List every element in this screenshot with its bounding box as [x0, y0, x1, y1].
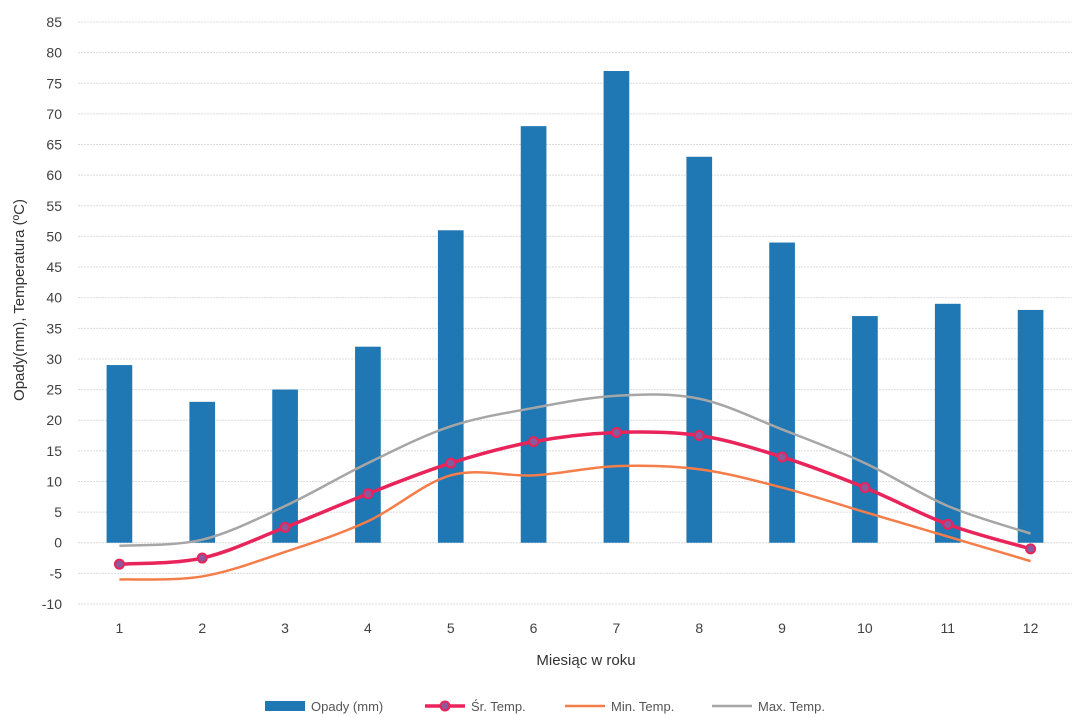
legend-swatch: [265, 701, 305, 711]
y-tick-label: 85: [46, 14, 62, 30]
temperature-line: [119, 393, 1031, 548]
precipitation-bar: [686, 156, 713, 543]
y-tick-label: 75: [46, 75, 62, 91]
precipitation-bar: [437, 230, 464, 543]
y-tick-label: 70: [46, 106, 62, 122]
y-tick-label: 15: [46, 443, 62, 459]
temperature-lines: [113, 393, 1037, 581]
precipitation-bar: [520, 126, 547, 543]
precipitation-bar: [272, 389, 298, 543]
temperature-point: [776, 451, 788, 463]
precipitation-bar: [1017, 309, 1044, 543]
x-tick-label: 8: [695, 620, 703, 636]
y-tick-label: 25: [46, 382, 62, 398]
y-tick-label: 80: [46, 45, 62, 61]
precipitation-bar: [769, 242, 795, 543]
y-tick-label: 55: [46, 198, 62, 214]
temperature-point: [942, 518, 954, 530]
temperature-point: [528, 436, 540, 448]
y-axis-title: Opady(mm), Temperatura (ºC): [11, 199, 28, 401]
temperature-point: [113, 558, 125, 570]
x-tick-label: 10: [857, 620, 873, 636]
temperature-line: [119, 430, 1032, 566]
y-tick-label: 50: [46, 228, 62, 244]
y-tick-label: -5: [50, 565, 63, 581]
x-axis-title: Miesiąc w roku: [536, 652, 635, 669]
x-tick-label: 9: [778, 620, 786, 636]
y-tick-label: 65: [46, 137, 62, 153]
legend-label: Max. Temp.: [758, 699, 825, 714]
legend-label: Min. Temp.: [611, 699, 674, 714]
y-tick-label: 45: [46, 259, 62, 275]
y-tick-label: 20: [46, 412, 62, 428]
temperature-point: [610, 426, 622, 438]
y-tick-label: 40: [46, 290, 62, 306]
temperature-point: [362, 488, 374, 500]
x-tick-label: 7: [613, 620, 621, 636]
y-tick-label: 5: [54, 504, 62, 520]
precipitation-bars: [106, 71, 1044, 543]
temperature-point: [859, 482, 871, 494]
precipitation-bar: [189, 401, 216, 543]
x-tick-label: 3: [281, 620, 289, 636]
x-tick-label: 4: [364, 620, 372, 636]
precipitation-bar: [106, 365, 133, 543]
legend-label: Śr. Temp.: [471, 699, 526, 714]
temperature-point: [693, 430, 705, 442]
temperature-line: [119, 464, 1031, 581]
legend: Opady (mm) Śr. Temp. Min. Temp. Max. Temp.: [265, 699, 825, 714]
temperature-point: [445, 457, 457, 469]
gridlines: [78, 21, 1072, 605]
precipitation-bar: [603, 71, 630, 543]
y-axis-ticks: -10 -5 0 5 10 15 20 25 30 35 40 45 50 55 60 65 70 75 80 85: [42, 14, 62, 612]
temperature-point: [279, 521, 291, 533]
temperature-point: [1025, 543, 1037, 555]
y-tick-label: 10: [46, 473, 62, 489]
x-tick-label: 12: [1023, 620, 1039, 636]
x-tick-label: 1: [116, 620, 124, 636]
y-tick-label: 30: [46, 351, 62, 367]
x-tick-label: 6: [530, 620, 538, 636]
x-tick-label: 11: [940, 620, 955, 636]
y-tick-label: -10: [42, 596, 62, 612]
legend-label: Opady (mm): [311, 699, 383, 714]
temperature-point: [196, 552, 208, 564]
x-tick-label: 5: [447, 620, 455, 636]
legend-marker: [439, 700, 451, 712]
y-tick-label: 0: [54, 535, 62, 551]
precipitation-bar: [852, 316, 878, 543]
y-tick-label: 60: [46, 167, 62, 183]
x-axis-ticks: 1 2 3 4 5 6 7 8 9 10 11 12: [116, 620, 1039, 636]
x-tick-label: 2: [198, 620, 206, 636]
y-tick-label: 35: [46, 320, 62, 336]
precipitation-bar: [355, 346, 381, 543]
